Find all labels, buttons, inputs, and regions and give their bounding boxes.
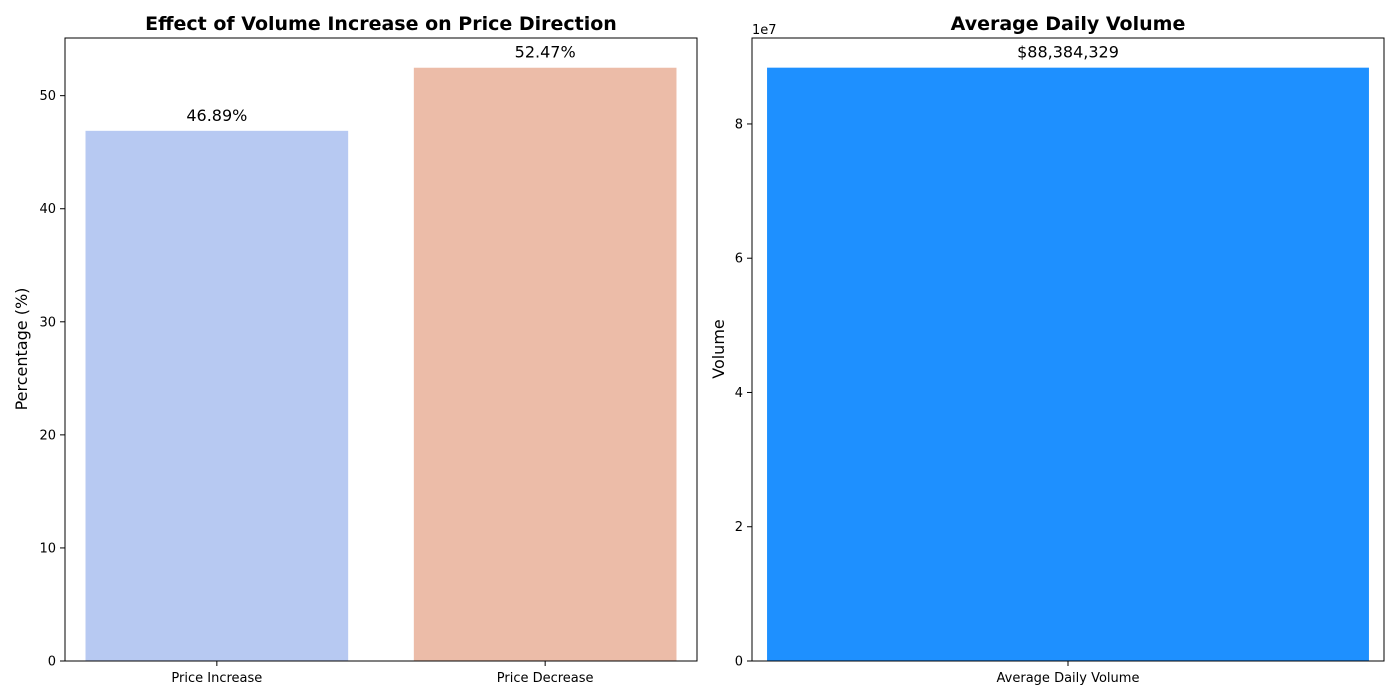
y-tick-label: 50 — [39, 89, 56, 104]
y-tick-label: 40 — [39, 202, 56, 217]
y-tick-label: 0 — [48, 655, 56, 670]
bar-value-label: $88,384,329 — [1017, 43, 1119, 62]
x-ticks: Price Increase Price Decrease — [171, 661, 594, 686]
bar-average-daily-volume — [767, 67, 1369, 661]
x-ticks: Average Daily Volume — [997, 661, 1140, 686]
plot-frame — [64, 37, 698, 662]
y-tick-label: 20 — [39, 428, 56, 443]
bar-price-decrease — [413, 67, 677, 661]
y-tick-label: 4 — [735, 386, 743, 401]
x-tick-label: Price Decrease — [497, 671, 594, 686]
chart-title: Average Daily Volume — [951, 13, 1186, 35]
y-ticks: 0 10 20 30 40 50 — [39, 89, 65, 670]
y-axis-offset-label: 1e7 — [752, 23, 777, 38]
y-tick-label: 30 — [39, 315, 56, 330]
x-tick-label: Average Daily Volume — [997, 671, 1140, 686]
bars: 46.89% 52.47% — [85, 43, 677, 661]
y-tick-label: 2 — [735, 520, 743, 535]
y-tick-label: 10 — [39, 541, 56, 556]
y-axis-label: Volume — [709, 319, 728, 379]
chart-title: Effect of Volume Increase on Price Direc… — [145, 13, 617, 35]
y-ticks: 0 2 4 6 8 — [735, 117, 752, 670]
bars: $88,384,329 — [767, 43, 1369, 661]
chart-price-direction: Effect of Volume Increase on Price Direc… — [12, 13, 698, 686]
bar-value-label: 52.47% — [515, 43, 576, 62]
bar-value-label: 46.89% — [186, 106, 247, 125]
y-tick-label: 0 — [735, 655, 743, 670]
y-axis-label: Percentage (%) — [12, 288, 31, 411]
y-tick-label: 8 — [735, 117, 743, 132]
plot-frame — [751, 37, 1385, 662]
bar-price-increase — [85, 130, 349, 661]
y-tick-label: 6 — [735, 252, 743, 267]
chart-average-daily-volume: Average Daily Volume Volume 1e7 $88,384,… — [709, 13, 1385, 686]
x-tick-label: Price Increase — [171, 671, 262, 686]
